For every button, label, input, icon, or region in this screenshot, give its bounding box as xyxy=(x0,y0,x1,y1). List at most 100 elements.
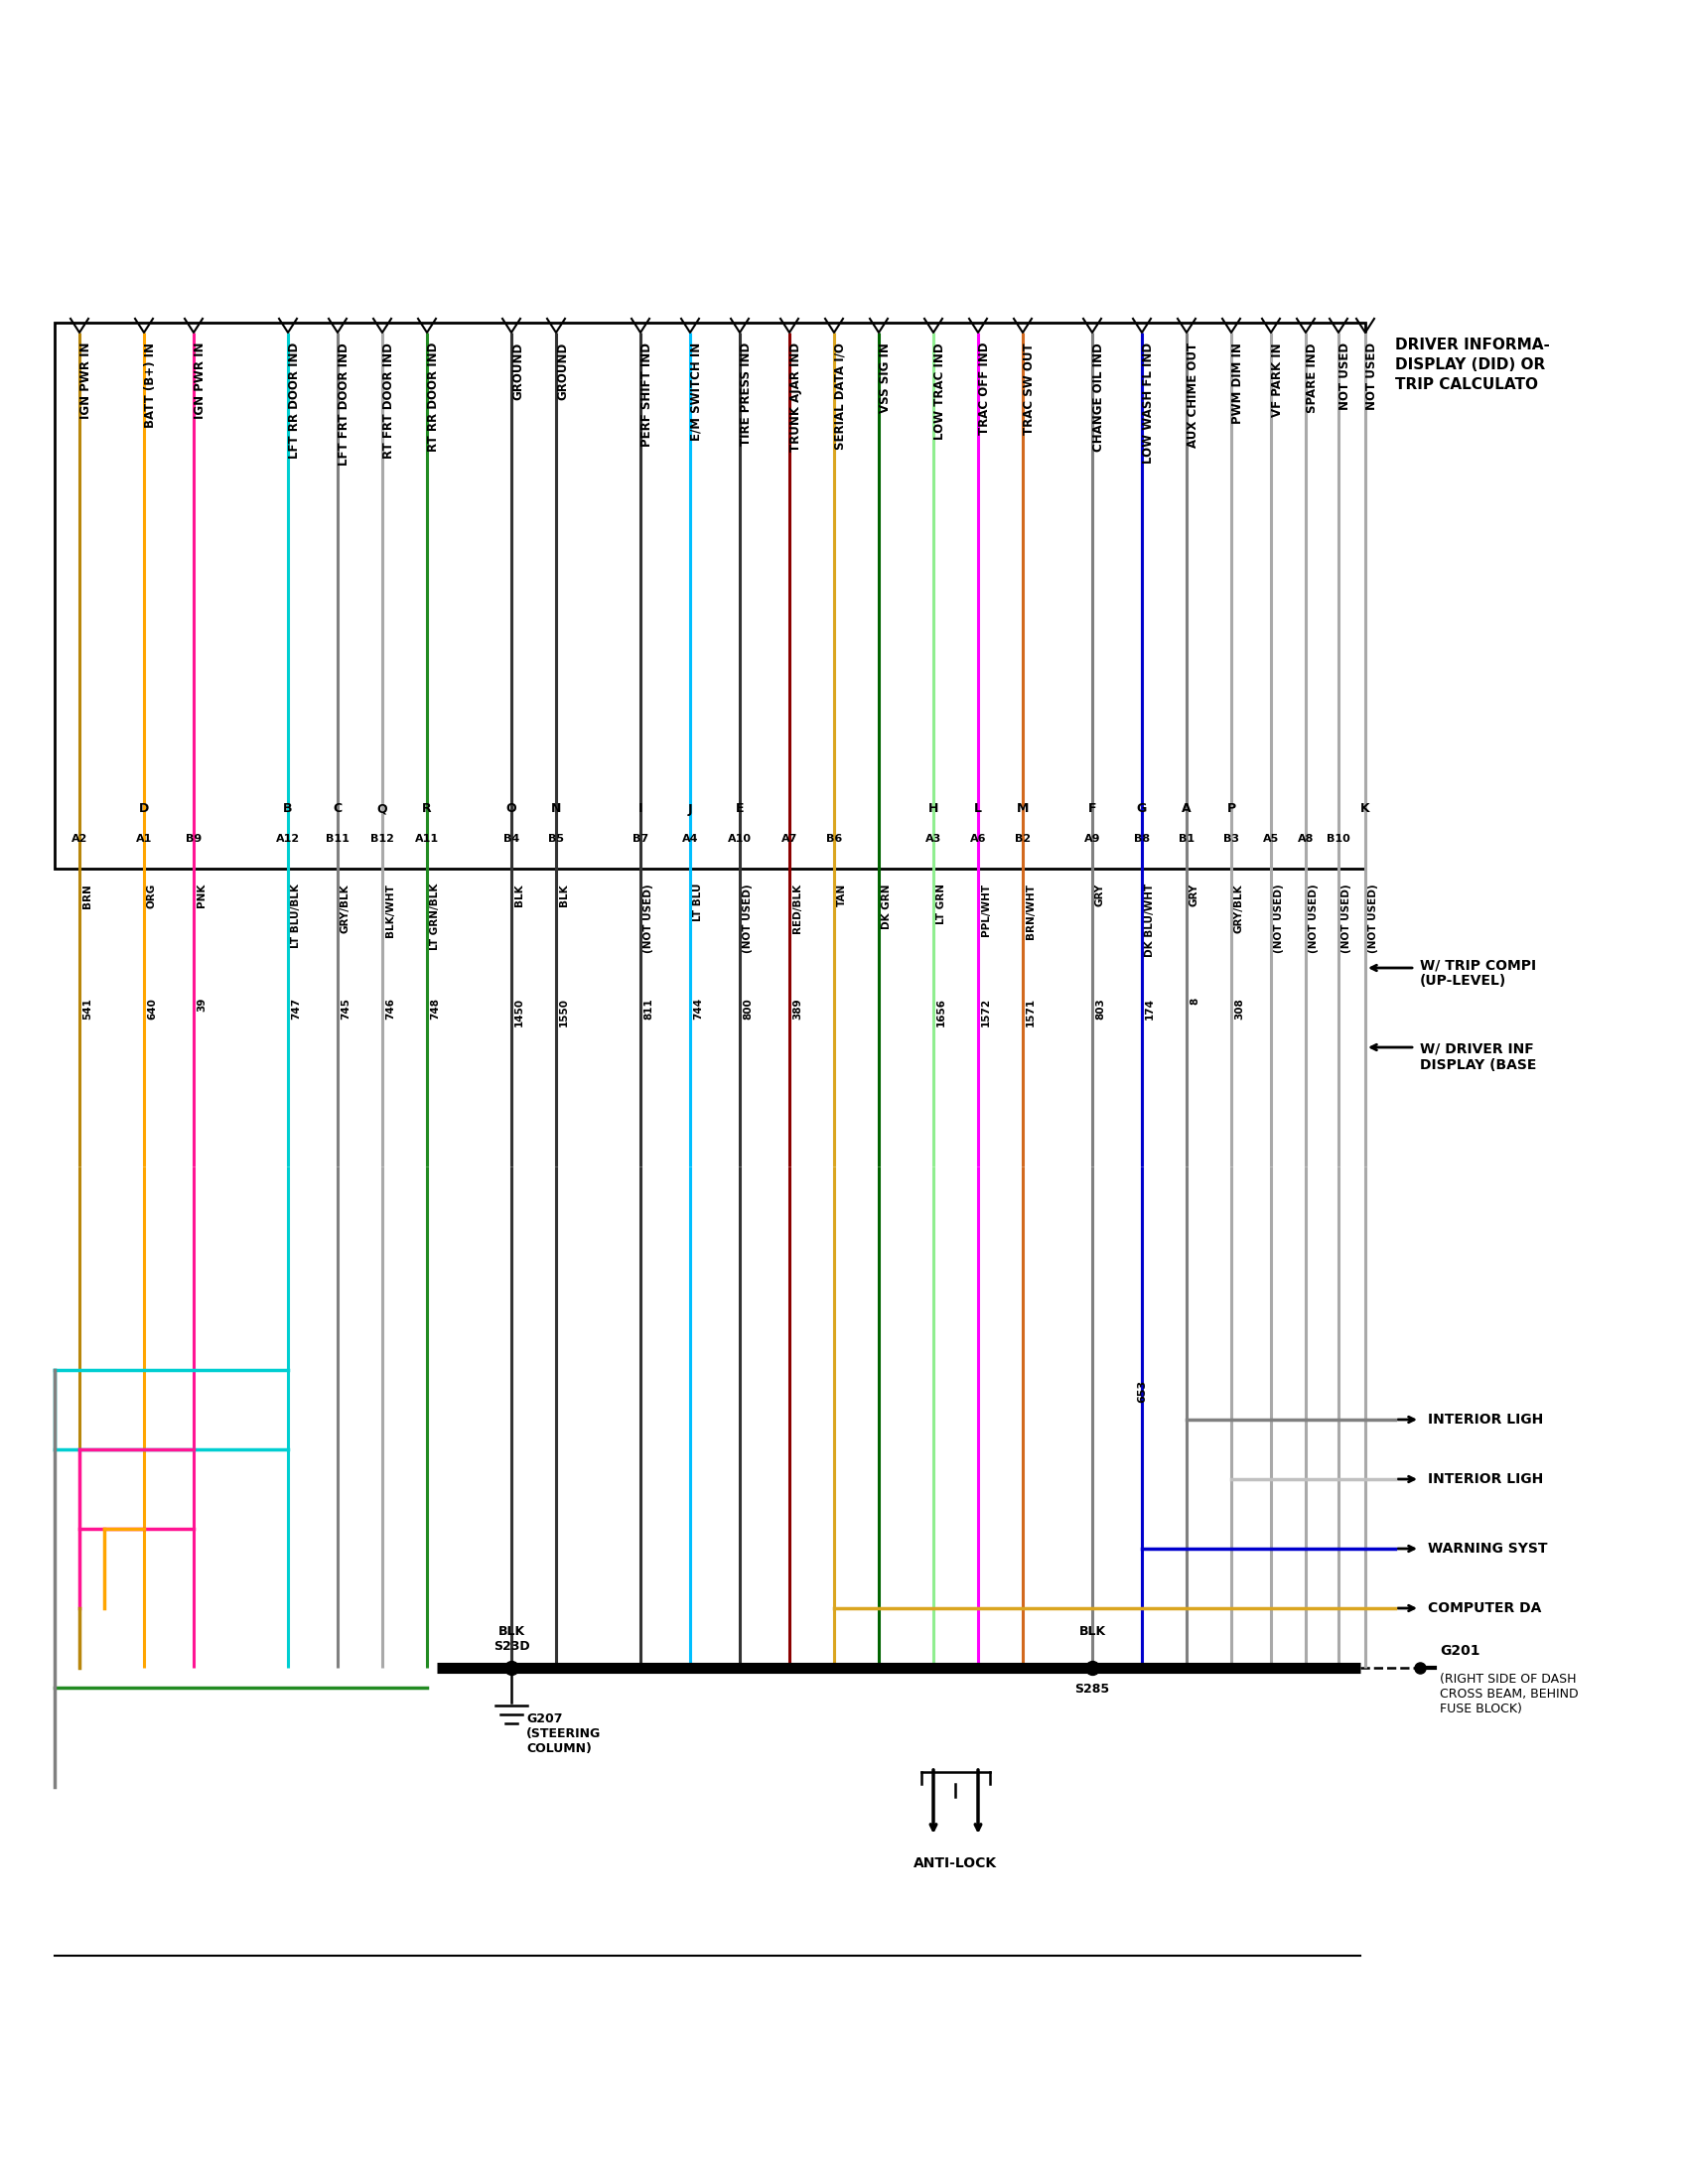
Text: AUX CHIME OUT: AUX CHIME OUT xyxy=(1187,343,1200,448)
Text: 1550: 1550 xyxy=(559,998,569,1026)
Text: A1: A1 xyxy=(135,834,152,843)
Text: 653: 653 xyxy=(1138,1380,1146,1402)
Text: 803: 803 xyxy=(1096,998,1106,1020)
Text: 1571: 1571 xyxy=(1026,998,1036,1026)
Text: B1: B1 xyxy=(1178,834,1195,843)
Text: BLK: BLK xyxy=(1079,1625,1106,1638)
Text: INTERIOR LIGH: INTERIOR LIGH xyxy=(1428,1413,1543,1426)
Text: TRAC OFF IND: TRAC OFF IND xyxy=(977,343,991,435)
Text: LOW WASH FL IND: LOW WASH FL IND xyxy=(1141,343,1155,463)
Text: 800: 800 xyxy=(743,998,753,1020)
Text: I: I xyxy=(638,804,643,815)
Text: S23D: S23D xyxy=(493,1640,530,1653)
Text: SPARE IND: SPARE IND xyxy=(1307,343,1318,413)
Text: BRN/WHT: BRN/WHT xyxy=(1026,885,1036,939)
Text: LFT FRT DOOR IND: LFT FRT DOOR IND xyxy=(338,343,351,465)
Text: A3: A3 xyxy=(925,834,942,843)
Text: IGN PWR IN: IGN PWR IN xyxy=(79,343,93,419)
Text: A7: A7 xyxy=(782,834,797,843)
Text: NOT USED: NOT USED xyxy=(1339,343,1352,411)
Text: (NOT USED): (NOT USED) xyxy=(1342,885,1352,952)
Text: (RIGHT SIDE OF DASH
CROSS BEAM, BEHIND
FUSE BLOCK): (RIGHT SIDE OF DASH CROSS BEAM, BEHIND F… xyxy=(1440,1673,1578,1714)
Text: E: E xyxy=(736,804,744,815)
Text: (NOT USED): (NOT USED) xyxy=(1308,885,1318,952)
Text: K: K xyxy=(1361,804,1371,815)
Text: NOT USED: NOT USED xyxy=(1366,343,1377,411)
Text: IGN PWR IN: IGN PWR IN xyxy=(194,343,206,419)
Text: TAN: TAN xyxy=(837,885,847,906)
Text: LOW TRAC IND: LOW TRAC IND xyxy=(933,343,947,439)
Text: ORG: ORG xyxy=(147,885,157,909)
Text: B11: B11 xyxy=(326,834,349,843)
Text: BRN: BRN xyxy=(83,885,93,909)
Text: G207
(STEERING
COLUMN): G207 (STEERING COLUMN) xyxy=(527,1712,601,1756)
Text: L: L xyxy=(974,804,982,815)
Text: TRAC SW OUT: TRAC SW OUT xyxy=(1023,343,1036,435)
Text: R: R xyxy=(422,804,432,815)
Text: B: B xyxy=(284,804,292,815)
Text: LFT RR DOOR IND: LFT RR DOOR IND xyxy=(289,343,300,459)
Text: LT BLU: LT BLU xyxy=(694,885,702,922)
Text: TRUNK AJAR IND: TRUNK AJAR IND xyxy=(790,343,802,452)
Text: A12: A12 xyxy=(275,834,300,843)
Text: GRY/BLK: GRY/BLK xyxy=(1234,885,1244,933)
Text: LT GRN: LT GRN xyxy=(937,885,947,924)
Text: GRY: GRY xyxy=(1190,885,1200,906)
Text: GROUND: GROUND xyxy=(555,343,569,400)
Text: PPL/WHT: PPL/WHT xyxy=(981,885,991,937)
Text: 811: 811 xyxy=(643,998,653,1020)
Text: 640: 640 xyxy=(147,998,157,1020)
Text: A4: A4 xyxy=(682,834,699,843)
Text: F: F xyxy=(1089,804,1097,815)
Text: DK BLU/WHT: DK BLU/WHT xyxy=(1144,885,1155,957)
Text: O: O xyxy=(506,804,517,815)
Text: B8: B8 xyxy=(1134,834,1150,843)
Text: B7: B7 xyxy=(633,834,648,843)
Bar xyxy=(54,323,1366,869)
Text: 8: 8 xyxy=(1190,998,1200,1005)
Text: (NOT USED): (NOT USED) xyxy=(743,885,753,952)
Text: W/ TRIP COMPI
(UP-LEVEL): W/ TRIP COMPI (UP-LEVEL) xyxy=(1420,959,1536,987)
Text: BLK: BLK xyxy=(498,1625,525,1638)
Text: 389: 389 xyxy=(792,998,802,1020)
Text: PERF SHIFT IND: PERF SHIFT IND xyxy=(640,343,653,448)
Text: RED/BLK: RED/BLK xyxy=(792,885,802,933)
Text: (NOT USED): (NOT USED) xyxy=(1274,885,1285,952)
Text: A8: A8 xyxy=(1298,834,1313,843)
Text: RT FRT DOOR IND: RT FRT DOOR IND xyxy=(381,343,395,459)
Text: W/ DRIVER INF
DISPLAY (BASE: W/ DRIVER INF DISPLAY (BASE xyxy=(1420,1042,1536,1072)
Text: 39: 39 xyxy=(196,998,206,1011)
Text: A6: A6 xyxy=(971,834,986,843)
Text: LT GRN/BLK: LT GRN/BLK xyxy=(430,885,441,950)
Text: 1572: 1572 xyxy=(981,998,991,1026)
Text: C: C xyxy=(333,804,343,815)
Text: 1656: 1656 xyxy=(937,998,947,1026)
Text: E/M SWITCH IN: E/M SWITCH IN xyxy=(690,343,702,441)
Text: B9: B9 xyxy=(186,834,201,843)
Text: BLK: BLK xyxy=(559,885,569,906)
Text: DRIVER INFORMA-
DISPLAY (DID) OR
TRIP CALCULATO: DRIVER INFORMA- DISPLAY (DID) OR TRIP CA… xyxy=(1394,339,1550,391)
Text: 1450: 1450 xyxy=(515,998,525,1026)
Text: N: N xyxy=(550,804,560,815)
Text: 541: 541 xyxy=(83,998,93,1020)
Text: DK GRN: DK GRN xyxy=(881,885,891,928)
Text: VF PARK IN: VF PARK IN xyxy=(1271,343,1285,417)
Text: B4: B4 xyxy=(503,834,520,843)
Text: M: M xyxy=(1016,804,1030,815)
Text: A: A xyxy=(1182,804,1192,815)
Text: INTERIOR LIGH: INTERIOR LIGH xyxy=(1428,1472,1543,1485)
Text: (NOT USED): (NOT USED) xyxy=(643,885,653,952)
Text: B3: B3 xyxy=(1224,834,1239,843)
Text: G: G xyxy=(1136,804,1146,815)
Text: J: J xyxy=(687,804,692,815)
Text: 308: 308 xyxy=(1234,998,1244,1020)
Text: WARNING SYST: WARNING SYST xyxy=(1428,1542,1548,1555)
Text: H: H xyxy=(928,804,939,815)
Text: GROUND: GROUND xyxy=(511,343,525,400)
Text: B2: B2 xyxy=(1014,834,1031,843)
Text: B5: B5 xyxy=(549,834,564,843)
Text: CHANGE OIL IND: CHANGE OIL IND xyxy=(1092,343,1106,452)
Text: 744: 744 xyxy=(694,998,702,1020)
Text: PNK: PNK xyxy=(196,885,206,909)
Text: COMPUTER DA: COMPUTER DA xyxy=(1428,1601,1541,1616)
